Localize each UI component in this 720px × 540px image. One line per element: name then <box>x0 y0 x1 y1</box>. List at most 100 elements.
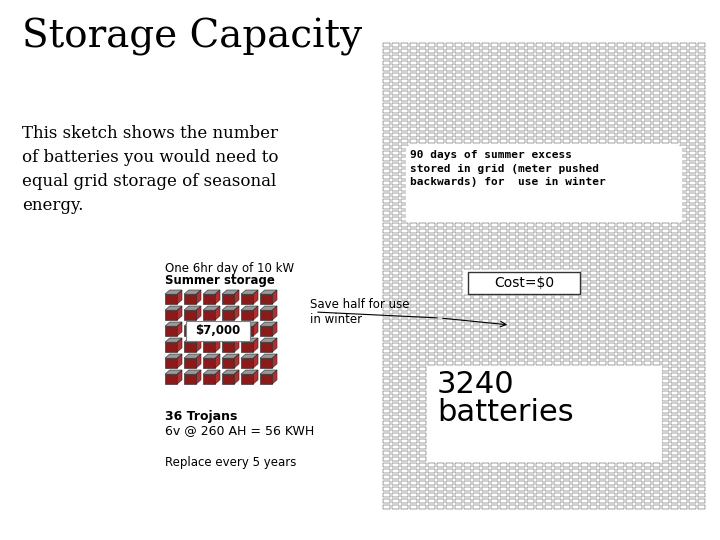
Bar <box>680 481 687 485</box>
Bar <box>653 481 660 485</box>
Bar <box>383 157 390 161</box>
Bar <box>662 331 669 335</box>
Bar <box>401 91 408 95</box>
Bar <box>599 49 606 53</box>
Bar <box>536 343 543 347</box>
Bar <box>599 73 606 77</box>
Bar <box>698 463 705 467</box>
Bar <box>653 463 660 467</box>
Bar <box>644 253 651 257</box>
Bar <box>698 493 705 497</box>
Bar <box>437 247 444 251</box>
Bar <box>437 307 444 311</box>
Bar <box>608 241 615 245</box>
Bar <box>509 85 516 89</box>
Bar <box>590 361 597 365</box>
Bar <box>473 265 480 269</box>
Bar <box>554 301 561 305</box>
Bar <box>626 259 633 263</box>
Bar <box>626 235 633 239</box>
Bar <box>590 235 597 239</box>
Bar <box>401 73 408 77</box>
Bar <box>662 391 669 395</box>
Polygon shape <box>165 290 182 294</box>
Bar <box>680 229 687 233</box>
Bar <box>590 277 597 281</box>
Bar <box>626 295 633 299</box>
Bar <box>464 325 471 329</box>
Bar <box>662 457 669 461</box>
Bar <box>554 259 561 263</box>
Bar <box>410 505 417 509</box>
Bar <box>590 505 597 509</box>
Bar <box>581 223 588 227</box>
Bar <box>698 151 705 155</box>
Bar <box>428 283 435 287</box>
Bar <box>509 469 516 473</box>
Bar <box>644 121 651 125</box>
Bar <box>464 469 471 473</box>
Bar <box>617 355 624 359</box>
Bar <box>617 307 624 311</box>
Bar <box>383 499 390 503</box>
Bar <box>644 229 651 233</box>
Bar <box>653 109 660 113</box>
Bar <box>455 127 462 131</box>
Bar <box>653 115 660 119</box>
Bar <box>437 277 444 281</box>
Bar <box>500 103 507 107</box>
Bar <box>446 277 453 281</box>
Bar <box>419 469 426 473</box>
Bar <box>428 115 435 119</box>
Bar <box>446 109 453 113</box>
Bar <box>680 253 687 257</box>
Bar <box>554 505 561 509</box>
Bar <box>581 469 588 473</box>
Bar <box>392 331 399 335</box>
Bar <box>545 79 552 83</box>
Bar <box>689 223 696 227</box>
Bar <box>401 217 408 221</box>
Bar <box>392 67 399 71</box>
Polygon shape <box>253 322 258 336</box>
Bar <box>680 91 687 95</box>
Bar <box>509 247 516 251</box>
Bar <box>662 49 669 53</box>
Bar <box>608 493 615 497</box>
Bar <box>406 146 682 222</box>
Bar <box>500 55 507 59</box>
Bar <box>455 301 462 305</box>
Bar <box>662 373 669 377</box>
Bar <box>590 313 597 317</box>
Bar <box>680 193 687 197</box>
Bar <box>635 277 642 281</box>
Bar <box>680 139 687 143</box>
Bar <box>572 73 579 77</box>
Bar <box>383 199 390 203</box>
Bar <box>653 283 660 287</box>
Bar <box>599 121 606 125</box>
Bar <box>527 361 534 365</box>
Bar <box>500 493 507 497</box>
Bar <box>590 97 597 101</box>
Bar <box>572 121 579 125</box>
Bar <box>410 451 417 455</box>
Polygon shape <box>253 306 258 320</box>
Bar <box>680 433 687 437</box>
Bar <box>392 343 399 347</box>
Bar <box>653 361 660 365</box>
Bar <box>464 109 471 113</box>
Bar <box>572 103 579 107</box>
Bar <box>689 127 696 131</box>
Bar <box>635 469 642 473</box>
Bar <box>401 103 408 107</box>
Bar <box>464 49 471 53</box>
Bar <box>689 241 696 245</box>
Bar <box>545 121 552 125</box>
Bar <box>689 265 696 269</box>
Bar <box>635 283 642 287</box>
Bar <box>401 379 408 383</box>
Bar <box>401 307 408 311</box>
Bar <box>617 55 624 59</box>
Bar <box>401 193 408 197</box>
